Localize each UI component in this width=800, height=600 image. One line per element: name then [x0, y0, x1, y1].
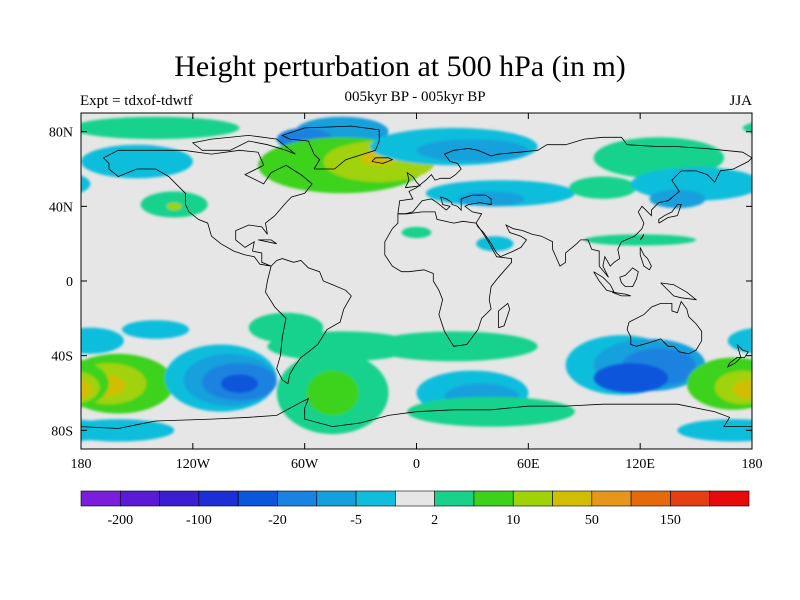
colorbar-label: -20 — [268, 513, 287, 528]
colorbar-swatch — [434, 490, 475, 507]
contour-region — [81, 380, 93, 399]
colorbar-swatch — [237, 490, 278, 507]
contour-region — [733, 421, 752, 439]
colorbar-label: -5 — [350, 513, 362, 528]
x-tick-label: 120W — [176, 457, 211, 472]
colorbar-label: 50 — [585, 513, 599, 528]
contour-region — [593, 363, 669, 394]
x-tick-label: 0 — [413, 457, 420, 472]
colorbar-swatch — [670, 490, 711, 507]
y-tick-label: 80N — [49, 126, 73, 141]
coastline — [626, 300, 703, 355]
contour-region — [742, 122, 752, 134]
contour-region — [584, 234, 697, 246]
coastline — [103, 149, 313, 267]
coastline — [639, 234, 645, 241]
coastline — [619, 267, 639, 287]
colorbar-swatch — [630, 490, 671, 507]
contour-region — [733, 379, 752, 399]
colorbar-swatch — [198, 490, 239, 507]
contour-region — [752, 374, 797, 396]
contour-region — [649, 189, 706, 209]
colorbar-swatch — [316, 490, 357, 507]
colorbar-swatch — [512, 490, 553, 507]
y-tick-label: 40N — [49, 200, 73, 215]
axis-ticks: 80N 40N 0 40S 80S 180 120W 60W 0 60E 120E 180 — [49, 113, 763, 472]
coastline — [498, 302, 511, 329]
contour-region — [81, 419, 175, 442]
coastline — [660, 282, 698, 301]
contour-region — [122, 320, 190, 339]
colorbar-swatch — [355, 490, 396, 507]
contour-region — [306, 370, 359, 416]
colorbar-label: 150 — [660, 513, 681, 528]
coastline — [639, 247, 652, 271]
contour-region — [476, 236, 514, 252]
x-tick-label: 180 — [71, 457, 92, 472]
colorbar-label: 10 — [506, 513, 520, 528]
contour-region — [569, 176, 637, 199]
contour-region — [220, 374, 259, 393]
contour-region — [81, 116, 240, 140]
coastline — [736, 344, 749, 358]
contour-region — [727, 328, 752, 354]
colorbar-swatch — [709, 490, 750, 507]
x-tick-label: 60E — [517, 457, 540, 472]
contour-region — [267, 331, 417, 362]
contour-region — [416, 139, 529, 162]
contour-fill-layer — [81, 116, 800, 442]
colorbar-label: 2 — [431, 513, 438, 528]
coastline — [612, 291, 631, 297]
coastline — [404, 171, 422, 189]
colorbar: -200 -100 -20 -5 2 10 50 150 — [80, 490, 750, 528]
y-tick-label: 0 — [66, 275, 73, 290]
contour-region — [81, 327, 124, 354]
colorbar-swatch — [277, 490, 318, 507]
coastline — [371, 157, 394, 164]
contour-region — [81, 144, 193, 179]
experiment-label: Expt = tdxof-tdwtf — [80, 93, 193, 109]
colorbar-swatch — [395, 490, 435, 507]
coastline — [281, 125, 380, 170]
coastline — [397, 136, 752, 278]
colorbar-label: -100 — [186, 513, 212, 528]
y-tick-label: 80S — [51, 424, 73, 439]
contour-region — [752, 145, 800, 179]
contour-region — [401, 226, 432, 239]
coastline — [726, 357, 742, 368]
contour-region — [166, 202, 182, 211]
colorbar-swatch — [119, 490, 160, 507]
coastline — [81, 397, 752, 429]
coastline — [658, 204, 682, 224]
contour-region — [81, 175, 91, 193]
colorbar-swatch — [591, 490, 632, 507]
season-label: JJA — [729, 93, 752, 109]
x-tick-label: 120E — [625, 457, 655, 472]
colorbar-label: -200 — [107, 513, 133, 528]
y-tick-label: 40S — [51, 350, 73, 365]
chart-title: Height perturbation at 500 hPa (in m) — [174, 50, 626, 83]
chart-subtitle: 005kyr BP - 005kyr BP — [344, 89, 486, 105]
x-tick-label: 60W — [291, 457, 319, 472]
colorbar-swatch — [159, 490, 200, 507]
colorbar-swatch — [80, 490, 121, 507]
contour-region — [677, 419, 752, 442]
coastline-layer — [81, 125, 752, 429]
colorbar-swatch — [552, 490, 593, 507]
coastline — [258, 239, 277, 245]
contour-region — [407, 396, 575, 427]
x-tick-label: 180 — [742, 457, 763, 472]
coastline — [384, 211, 512, 347]
coastline — [265, 258, 352, 385]
colorbar-swatch — [473, 490, 514, 507]
coastline — [191, 134, 296, 155]
